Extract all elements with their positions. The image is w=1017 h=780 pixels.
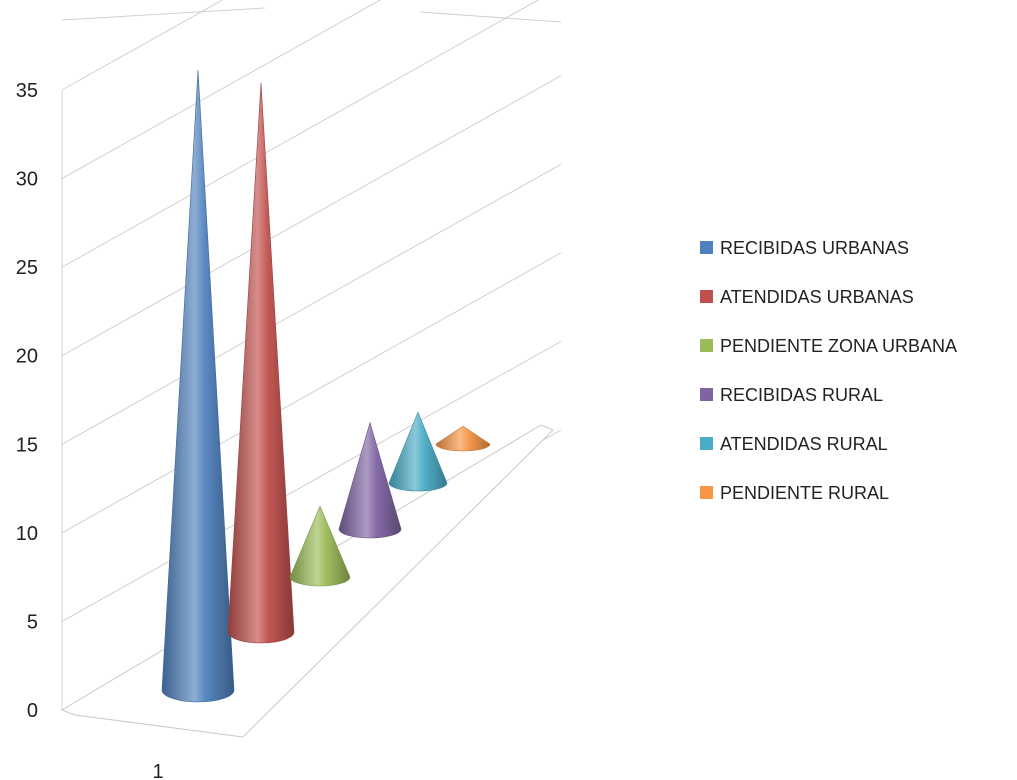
gridline xyxy=(61,0,382,180)
y-tick-label: 25 xyxy=(16,257,38,279)
gridline xyxy=(61,0,224,91)
y-tick-label: 5 xyxy=(27,611,38,633)
legend-label: PENDIENTE ZONA URBANA xyxy=(720,336,957,356)
legend-swatch xyxy=(700,486,713,499)
y-tick-label: 30 xyxy=(16,169,38,191)
gridline xyxy=(61,0,540,268)
legend-swatch xyxy=(700,241,713,254)
legend-swatch xyxy=(700,290,713,303)
legend: RECIBIDAS URBANAS ATENDIDAS URBANAS PENDIE… xyxy=(700,238,957,503)
wall-top-edge xyxy=(61,7,266,21)
gridline xyxy=(61,163,562,445)
x-tick-label: 1 xyxy=(152,761,163,780)
y-axis-tick-labels: 0 5 10 15 20 25 30 35 xyxy=(16,80,38,722)
legend-label: ATENDIDAS URBANAS xyxy=(720,287,914,307)
legend-swatch xyxy=(700,339,713,352)
x-axis-tick-labels: 1 xyxy=(152,761,163,780)
gridline xyxy=(61,75,562,357)
legend-swatch xyxy=(700,388,713,401)
legend-label: RECIBIDAS URBANAS xyxy=(720,238,909,258)
y-tick-label: 15 xyxy=(16,434,38,456)
y-tick-label: 10 xyxy=(16,523,38,545)
cone-atendidas-urbanas xyxy=(227,82,295,644)
y-tick-label: 0 xyxy=(27,700,38,722)
cone-pendiente-rural xyxy=(435,425,491,452)
chart-walls xyxy=(60,0,562,738)
wall-top-edge xyxy=(419,11,562,23)
cone-atendidas-rural xyxy=(388,411,448,492)
cone-series xyxy=(161,69,491,703)
legend-label: ATENDIDAS RURAL xyxy=(720,434,888,454)
y-tick-label: 20 xyxy=(16,346,38,368)
legend-label: RECIBIDAS RURAL xyxy=(720,385,883,405)
gridline xyxy=(61,252,562,534)
cone-pendiente-zona-urbana xyxy=(289,505,351,587)
cone-recibidas-urbanas xyxy=(161,69,235,703)
cone-recibidas-rural xyxy=(338,421,402,539)
legend-label: PENDIENTE RURAL xyxy=(720,483,889,503)
legend-swatch xyxy=(700,437,713,450)
y-tick-label: 35 xyxy=(16,80,38,102)
gridline xyxy=(61,340,562,622)
